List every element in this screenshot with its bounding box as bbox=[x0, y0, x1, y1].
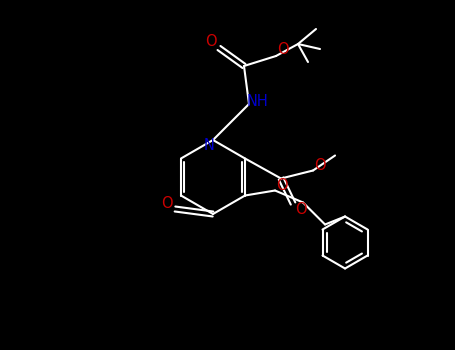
Text: NH: NH bbox=[246, 93, 268, 108]
Text: N: N bbox=[203, 139, 214, 154]
Text: O: O bbox=[276, 178, 288, 193]
Text: O: O bbox=[205, 34, 217, 49]
Text: O: O bbox=[314, 158, 326, 173]
Text: O: O bbox=[295, 202, 307, 217]
Text: O: O bbox=[277, 42, 289, 57]
Text: O: O bbox=[161, 196, 173, 211]
